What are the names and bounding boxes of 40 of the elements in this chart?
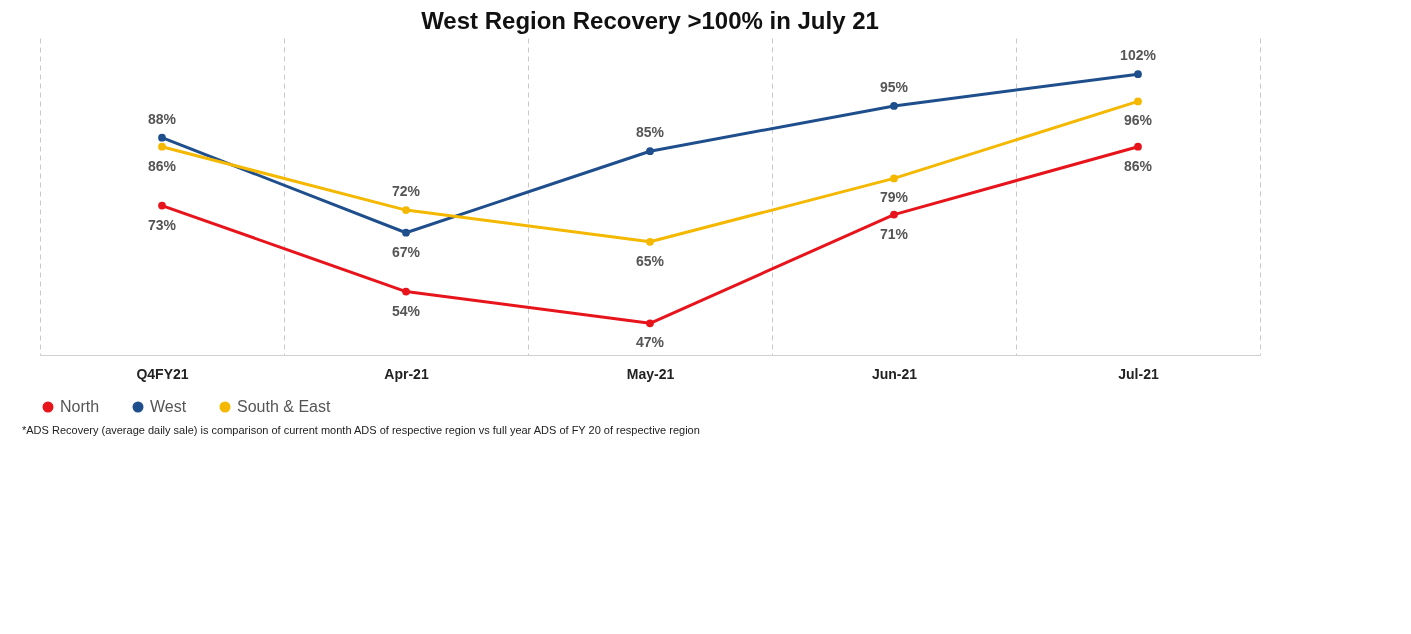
point: [1134, 142, 1142, 151]
point: [890, 210, 898, 219]
point: [402, 287, 410, 296]
x-tick-label: Jul-21: [1118, 365, 1159, 382]
data-label: 86%: [1123, 157, 1153, 174]
x-tick-label: Q4FY21: [136, 365, 189, 382]
point: [890, 102, 898, 110]
data-label: 72%: [391, 183, 421, 200]
data-label: 67%: [391, 243, 421, 260]
point: [158, 133, 166, 142]
point: [1134, 97, 1142, 106]
data-label: 47%: [635, 334, 665, 351]
point: [646, 319, 654, 328]
x-tick-label: Jun-21: [871, 365, 918, 382]
data-label: 54%: [391, 302, 421, 319]
data-label: 96%: [1123, 112, 1153, 129]
x-tick-label: May-21: [626, 365, 675, 382]
point: [890, 174, 898, 183]
point: [402, 206, 410, 214]
legend-label: North: [60, 398, 100, 415]
data-label: 86%: [147, 157, 177, 174]
point: [646, 237, 654, 246]
data-label: 102%: [1120, 47, 1157, 64]
point: [158, 201, 166, 210]
point: [1134, 70, 1142, 79]
data-label: 79%: [879, 189, 909, 206]
text: *ADS Recovery (average daily sale) is comparison of current month ADS of respective region vs full year ADS of FY 20 of respective region: [22, 424, 701, 436]
data-label: 85%: [635, 124, 665, 141]
data-label: 88%: [147, 110, 177, 127]
chart-title: West Region Recovery >100% in July 21: [421, 7, 879, 34]
data-label: 65%: [635, 252, 665, 269]
legend-label: South & East: [237, 398, 331, 415]
point: [158, 142, 166, 151]
data-label: 73%: [147, 216, 177, 233]
x-tick-label: Apr-21: [384, 365, 429, 382]
data-label: 95%: [879, 78, 909, 95]
point: [402, 228, 410, 237]
data-label: 71%: [879, 225, 909, 242]
legend-label: West: [150, 398, 187, 415]
point: [646, 147, 654, 156]
